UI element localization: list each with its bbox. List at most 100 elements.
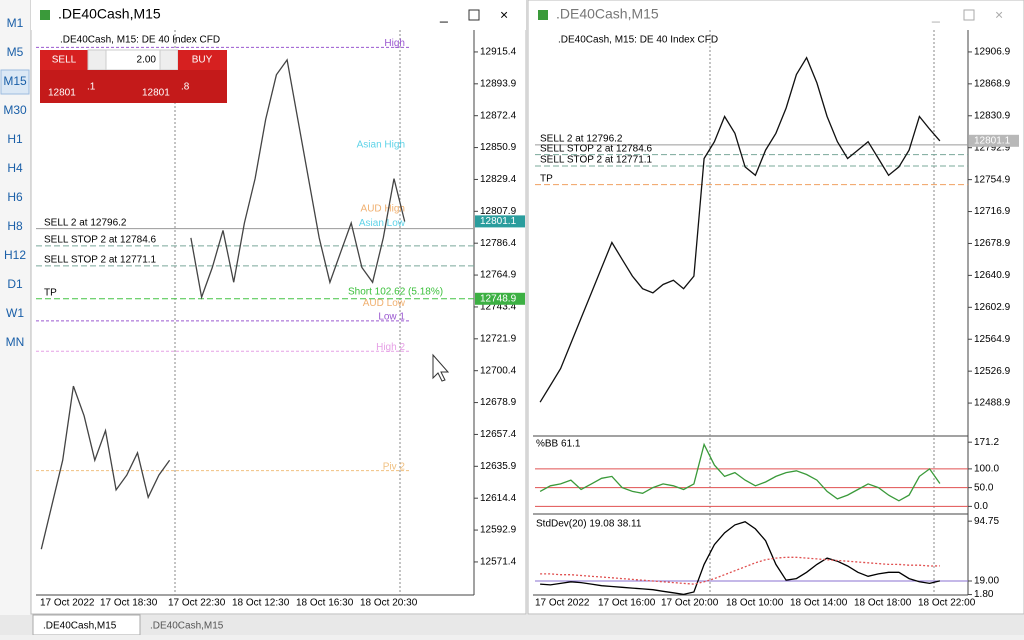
sell-button[interactable] (40, 50, 88, 70)
y-tick-label: 12635.9 (480, 461, 517, 472)
y-tick-label: 12829.4 (480, 174, 517, 185)
y-tick-label: 12488.9 (974, 398, 1011, 409)
y-tick-label: 12830.9 (974, 110, 1011, 121)
bid-main[interactable]: 12801 (48, 88, 76, 99)
minimize[interactable]: _ (439, 7, 448, 23)
order-label: SELL STOP 2 at 12784.6 (44, 234, 157, 245)
level-label: Low 1 (378, 312, 405, 323)
x-tick-label: 17 Oct 2022 (40, 598, 95, 609)
volume-down[interactable] (87, 49, 107, 71)
price-marker (475, 215, 525, 228)
window-title: .DE40Cash,M15 (58, 6, 161, 22)
x-tick-label: 17 Oct 2022 (535, 598, 590, 609)
y-tick-label: 171.2 (974, 437, 999, 448)
chart-icon (538, 10, 548, 20)
y-tick-label: 19.00 (974, 576, 999, 587)
tab-bar (0, 615, 1024, 635)
timeframe[interactable]: H1 (7, 132, 23, 146)
timeframe[interactable]: D1 (7, 277, 23, 291)
y-tick-label: 12721.9 (480, 333, 517, 344)
y-tick-label: 12592.9 (480, 525, 517, 536)
x-tick-label: 17 Oct 18:30 (100, 598, 158, 609)
ask-main[interactable]: 12801 (142, 88, 170, 99)
y-tick-label: 12678.9 (974, 238, 1011, 249)
y-tick-label: 12872.4 (480, 110, 517, 121)
tab-label[interactable]: .DE40Cash,M15 (43, 621, 117, 632)
indicator-line (539, 442, 941, 502)
y-tick-label: 12640.9 (974, 270, 1011, 281)
timeframe[interactable]: M1 (7, 16, 24, 30)
x-tick-label: 18 Oct 18:00 (854, 598, 912, 609)
tab-label[interactable]: .DE40Cash,M15 (150, 621, 224, 632)
price-line (40, 58, 406, 550)
order-label: SELL STOP 2 at 12771.1 (44, 255, 157, 266)
y-tick-label: 12678.9 (480, 397, 517, 408)
sd-title: StdDev(20) 19.08 38.11 (536, 519, 642, 530)
timeframe[interactable]: H12 (4, 248, 26, 262)
level-label: High 2 (376, 342, 405, 353)
x-tick-label: 17 Oct 20:00 (661, 598, 719, 609)
order-label: SELL 2 at 12796.2 (44, 217, 127, 228)
maximize[interactable] (468, 9, 480, 21)
y-tick-label: 12764.9 (480, 270, 517, 281)
y-tick-label: 12868.9 (974, 78, 1011, 89)
y-tick-label: 12893.9 (480, 78, 517, 89)
price-marker-label: 12801.1 (480, 216, 517, 227)
cursor (432, 353, 450, 382)
timeframe[interactable]: H8 (7, 219, 23, 233)
chart-header: .DE40Cash, M15: DE 40 Index CFD (558, 35, 718, 46)
price-line (539, 56, 941, 403)
y-tick-label: 12850.9 (480, 142, 517, 153)
x-tick-label: 17 Oct 16:00 (598, 598, 656, 609)
y-tick-label: 12614.4 (480, 493, 517, 504)
window-title: .DE40Cash,M15 (556, 6, 659, 22)
y-tick-label: 12807.9 (480, 206, 517, 217)
y-tick-label: 12564.9 (974, 334, 1011, 345)
x-tick-label: 18 Oct 12:30 (232, 598, 290, 609)
order-label: SELL STOP 2 at 12771.1 (540, 155, 653, 166)
chart-header: .DE40Cash, M15: DE 40 Index CFD (60, 35, 220, 46)
close[interactable]: × (500, 7, 508, 23)
timeframe[interactable]: MN (6, 335, 25, 349)
timeframe[interactable]: M30 (3, 103, 27, 117)
y-tick-label: 12786.4 (480, 238, 517, 249)
timeframe[interactable]: M5 (7, 45, 24, 59)
timeframe[interactable]: H6 (7, 190, 23, 204)
y-tick-label: 12716.9 (974, 206, 1011, 217)
timeframe[interactable]: M15 (3, 74, 27, 88)
y-tick-label: 100.0 (974, 464, 999, 475)
x-tick-label: 18 Oct 20:30 (360, 598, 418, 609)
level-label: Piv 2 (383, 461, 406, 472)
bid-frac[interactable]: .1 (87, 82, 96, 93)
buy-button[interactable] (178, 50, 227, 70)
x-tick-label: 18 Oct 22:00 (918, 598, 976, 609)
x-tick-label: 18 Oct 16:30 (296, 598, 354, 609)
minimize[interactable]: _ (931, 7, 940, 23)
close[interactable]: × (995, 7, 1003, 23)
level-label: Asian High (357, 140, 405, 151)
ask-frac[interactable]: .8 (181, 82, 190, 93)
maximize[interactable] (963, 9, 975, 21)
volume[interactable]: 2.00 (137, 55, 157, 66)
y-tick-label: 12906.9 (974, 47, 1011, 58)
buy-label[interactable]: BUY (192, 55, 213, 66)
price-marker (969, 134, 1019, 147)
y-tick-label: 12743.4 (480, 302, 517, 313)
price-marker (475, 292, 525, 305)
y-tick-label: 12571.4 (480, 557, 517, 568)
timeframe[interactable]: W1 (6, 306, 24, 320)
sell-label[interactable]: SELL (52, 55, 77, 66)
active-timeframe (0, 69, 30, 95)
profit: Short 102.62 (5.18%) (348, 287, 443, 298)
timeframe-bar (0, 0, 30, 615)
level-label: AUD High (361, 203, 405, 214)
volume-up[interactable] (159, 49, 179, 71)
timeframe[interactable]: H4 (7, 161, 23, 175)
price-marker-label: 12748.9 (480, 293, 517, 304)
right-window (527, 0, 1024, 615)
y-tick-label: 12754.9 (974, 174, 1011, 185)
y-tick-label: 50.0 (974, 482, 994, 493)
chart-icon (40, 10, 50, 20)
